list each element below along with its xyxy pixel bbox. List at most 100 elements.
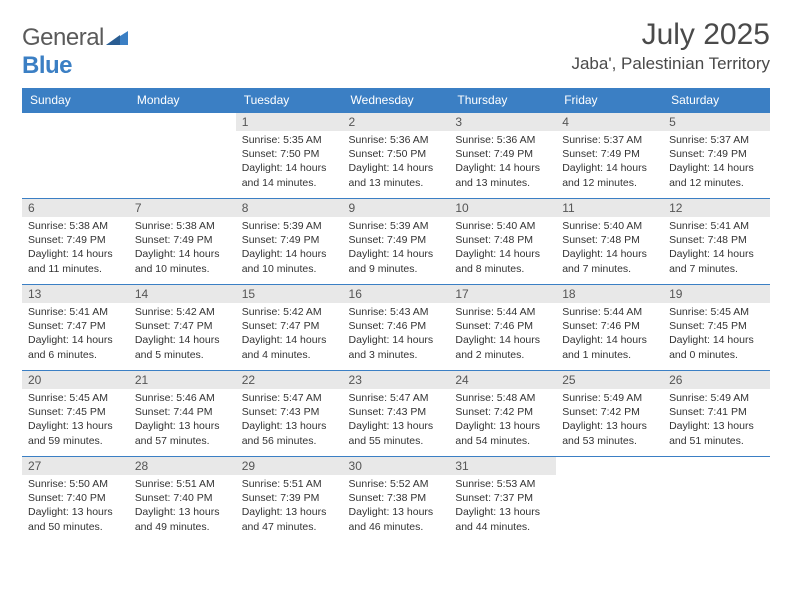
day-details: Sunrise: 5:42 AMSunset: 7:47 PMDaylight:… — [129, 303, 236, 366]
day-details: Sunrise: 5:53 AMSunset: 7:37 PMDaylight:… — [449, 475, 556, 538]
calendar-cell — [556, 457, 663, 543]
day-number: 29 — [236, 457, 343, 475]
day-details: Sunrise: 5:39 AMSunset: 7:49 PMDaylight:… — [236, 217, 343, 280]
weekday-header: Sunday — [22, 88, 129, 113]
calendar-cell: 1Sunrise: 5:35 AMSunset: 7:50 PMDaylight… — [236, 113, 343, 199]
title-block: July 2025 Jaba', Palestinian Territory — [571, 18, 770, 74]
day-details: Sunrise: 5:51 AMSunset: 7:40 PMDaylight:… — [129, 475, 236, 538]
calendar-cell — [129, 113, 236, 199]
calendar-cell — [22, 113, 129, 199]
day-number: 26 — [663, 371, 770, 389]
day-number: 4 — [556, 113, 663, 131]
page-title: July 2025 — [571, 18, 770, 52]
day-details: Sunrise: 5:50 AMSunset: 7:40 PMDaylight:… — [22, 475, 129, 538]
day-details: Sunrise: 5:47 AMSunset: 7:43 PMDaylight:… — [343, 389, 450, 452]
calendar-body: 1Sunrise: 5:35 AMSunset: 7:50 PMDaylight… — [22, 113, 770, 543]
day-details: Sunrise: 5:39 AMSunset: 7:49 PMDaylight:… — [343, 217, 450, 280]
calendar-row: 27Sunrise: 5:50 AMSunset: 7:40 PMDayligh… — [22, 457, 770, 543]
calendar-cell: 22Sunrise: 5:47 AMSunset: 7:43 PMDayligh… — [236, 371, 343, 457]
weekday-header: Monday — [129, 88, 236, 113]
day-number: 11 — [556, 199, 663, 217]
day-details: Sunrise: 5:51 AMSunset: 7:39 PMDaylight:… — [236, 475, 343, 538]
header: GeneralBlue July 2025 Jaba', Palestinian… — [22, 18, 770, 80]
day-number: 10 — [449, 199, 556, 217]
day-number: 14 — [129, 285, 236, 303]
day-details: Sunrise: 5:38 AMSunset: 7:49 PMDaylight:… — [129, 217, 236, 280]
day-details: Sunrise: 5:46 AMSunset: 7:44 PMDaylight:… — [129, 389, 236, 452]
location-subtitle: Jaba', Palestinian Territory — [571, 54, 770, 74]
day-number: 7 — [129, 199, 236, 217]
day-number: 9 — [343, 199, 450, 217]
day-details: Sunrise: 5:41 AMSunset: 7:48 PMDaylight:… — [663, 217, 770, 280]
weekday-header: Saturday — [663, 88, 770, 113]
calendar-cell: 24Sunrise: 5:48 AMSunset: 7:42 PMDayligh… — [449, 371, 556, 457]
calendar-cell: 16Sunrise: 5:43 AMSunset: 7:46 PMDayligh… — [343, 285, 450, 371]
calendar-cell: 6Sunrise: 5:38 AMSunset: 7:49 PMDaylight… — [22, 199, 129, 285]
calendar-cell: 15Sunrise: 5:42 AMSunset: 7:47 PMDayligh… — [236, 285, 343, 371]
day-details: Sunrise: 5:49 AMSunset: 7:42 PMDaylight:… — [556, 389, 663, 452]
calendar-cell: 21Sunrise: 5:46 AMSunset: 7:44 PMDayligh… — [129, 371, 236, 457]
weekday-header: Friday — [556, 88, 663, 113]
day-number: 19 — [663, 285, 770, 303]
day-details: Sunrise: 5:40 AMSunset: 7:48 PMDaylight:… — [449, 217, 556, 280]
day-details: Sunrise: 5:35 AMSunset: 7:50 PMDaylight:… — [236, 131, 343, 194]
day-number: 28 — [129, 457, 236, 475]
day-number: 25 — [556, 371, 663, 389]
day-details: Sunrise: 5:36 AMSunset: 7:49 PMDaylight:… — [449, 131, 556, 194]
day-number: 31 — [449, 457, 556, 475]
day-details: Sunrise: 5:49 AMSunset: 7:41 PMDaylight:… — [663, 389, 770, 452]
day-details: Sunrise: 5:37 AMSunset: 7:49 PMDaylight:… — [556, 131, 663, 194]
day-details: Sunrise: 5:41 AMSunset: 7:47 PMDaylight:… — [22, 303, 129, 366]
day-number: 27 — [22, 457, 129, 475]
calendar-cell: 17Sunrise: 5:44 AMSunset: 7:46 PMDayligh… — [449, 285, 556, 371]
calendar-cell: 19Sunrise: 5:45 AMSunset: 7:45 PMDayligh… — [663, 285, 770, 371]
calendar-cell: 13Sunrise: 5:41 AMSunset: 7:47 PMDayligh… — [22, 285, 129, 371]
day-details: Sunrise: 5:43 AMSunset: 7:46 PMDaylight:… — [343, 303, 450, 366]
calendar-cell: 20Sunrise: 5:45 AMSunset: 7:45 PMDayligh… — [22, 371, 129, 457]
day-details: Sunrise: 5:45 AMSunset: 7:45 PMDaylight:… — [663, 303, 770, 366]
day-number: 8 — [236, 199, 343, 217]
day-number: 22 — [236, 371, 343, 389]
day-details: Sunrise: 5:45 AMSunset: 7:45 PMDaylight:… — [22, 389, 129, 452]
calendar-cell: 28Sunrise: 5:51 AMSunset: 7:40 PMDayligh… — [129, 457, 236, 543]
weekday-header: Wednesday — [343, 88, 450, 113]
calendar-cell: 8Sunrise: 5:39 AMSunset: 7:49 PMDaylight… — [236, 199, 343, 285]
calendar-cell: 31Sunrise: 5:53 AMSunset: 7:37 PMDayligh… — [449, 457, 556, 543]
day-number: 17 — [449, 285, 556, 303]
day-number: 15 — [236, 285, 343, 303]
weekday-header-row: SundayMondayTuesdayWednesdayThursdayFrid… — [22, 88, 770, 113]
day-details: Sunrise: 5:40 AMSunset: 7:48 PMDaylight:… — [556, 217, 663, 280]
calendar-row: 13Sunrise: 5:41 AMSunset: 7:47 PMDayligh… — [22, 285, 770, 371]
brand-blue: Blue — [22, 52, 72, 79]
calendar-table: SundayMondayTuesdayWednesdayThursdayFrid… — [22, 88, 770, 543]
calendar-cell: 30Sunrise: 5:52 AMSunset: 7:38 PMDayligh… — [343, 457, 450, 543]
calendar-cell: 26Sunrise: 5:49 AMSunset: 7:41 PMDayligh… — [663, 371, 770, 457]
weekday-header: Tuesday — [236, 88, 343, 113]
calendar-row: 1Sunrise: 5:35 AMSunset: 7:50 PMDaylight… — [22, 113, 770, 199]
calendar-cell: 5Sunrise: 5:37 AMSunset: 7:49 PMDaylight… — [663, 113, 770, 199]
calendar-cell: 18Sunrise: 5:44 AMSunset: 7:46 PMDayligh… — [556, 285, 663, 371]
day-details: Sunrise: 5:38 AMSunset: 7:49 PMDaylight:… — [22, 217, 129, 280]
day-number: 30 — [343, 457, 450, 475]
calendar-cell: 27Sunrise: 5:50 AMSunset: 7:40 PMDayligh… — [22, 457, 129, 543]
day-number: 16 — [343, 285, 450, 303]
day-number: 18 — [556, 285, 663, 303]
day-number: 2 — [343, 113, 450, 131]
calendar-cell: 10Sunrise: 5:40 AMSunset: 7:48 PMDayligh… — [449, 199, 556, 285]
day-number: 1 — [236, 113, 343, 131]
day-number: 6 — [22, 199, 129, 217]
day-number: 24 — [449, 371, 556, 389]
calendar-cell: 9Sunrise: 5:39 AMSunset: 7:49 PMDaylight… — [343, 199, 450, 285]
brand-text: GeneralBlue — [22, 24, 128, 80]
calendar-cell — [663, 457, 770, 543]
day-details: Sunrise: 5:37 AMSunset: 7:49 PMDaylight:… — [663, 131, 770, 194]
calendar-cell: 12Sunrise: 5:41 AMSunset: 7:48 PMDayligh… — [663, 199, 770, 285]
calendar-cell: 2Sunrise: 5:36 AMSunset: 7:50 PMDaylight… — [343, 113, 450, 199]
calendar-cell: 11Sunrise: 5:40 AMSunset: 7:48 PMDayligh… — [556, 199, 663, 285]
brand-logo: GeneralBlue — [22, 24, 128, 80]
calendar-cell: 29Sunrise: 5:51 AMSunset: 7:39 PMDayligh… — [236, 457, 343, 543]
day-number: 5 — [663, 113, 770, 131]
calendar-cell: 4Sunrise: 5:37 AMSunset: 7:49 PMDaylight… — [556, 113, 663, 199]
brand-general: General — [22, 24, 104, 51]
calendar-row: 6Sunrise: 5:38 AMSunset: 7:49 PMDaylight… — [22, 199, 770, 285]
